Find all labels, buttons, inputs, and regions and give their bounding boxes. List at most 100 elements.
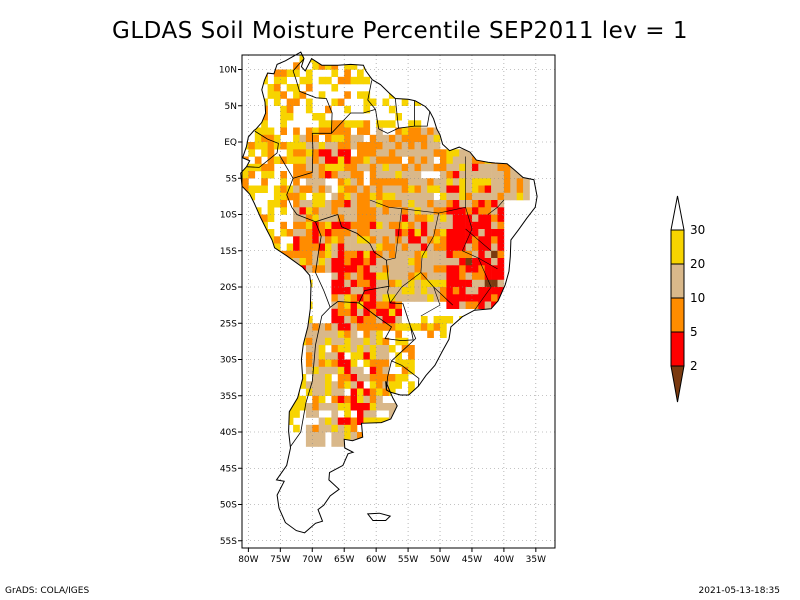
grid-cell-103 [357, 91, 364, 99]
grid-cell-285 [363, 149, 371, 157]
grid-cell-1096 [344, 308, 351, 317]
grid-cell-868 [344, 258, 351, 266]
grid-cell-215 [254, 134, 262, 143]
grid-cell-1036 [331, 294, 339, 302]
grid-cell-49 [388, 69, 396, 77]
grid-cell-271 [248, 149, 256, 157]
grid-cell-296 [433, 149, 441, 157]
grid-cell-985 [420, 279, 428, 288]
grid-cell-22 [325, 62, 332, 70]
grid-cell-1275 [305, 366, 313, 375]
grid-cell-332 [388, 156, 396, 164]
grid-cell-198 [305, 127, 313, 135]
grid-cell-25 [350, 62, 358, 70]
grid-cell-1141 [305, 323, 313, 331]
grid-cell-680 [388, 221, 396, 230]
grid-cell-343 [472, 156, 479, 164]
grid-cell-1412 [510, 403, 517, 411]
grid-cell-1541 [344, 432, 351, 440]
grid-cell-418 [440, 171, 447, 179]
grid-cell-1107 [261, 316, 268, 324]
grid-cell-560 [331, 200, 339, 208]
grid-cell-415 [401, 171, 409, 179]
grid-cell-660 [484, 214, 492, 222]
grid-cell-646 [395, 214, 402, 222]
grid-cell-1466 [337, 417, 345, 425]
grid-cell-848 [465, 250, 473, 259]
grid-cell-1483 [465, 417, 473, 425]
grid-cell-1030 [254, 294, 262, 302]
lat-label-4: 10S [220, 211, 237, 221]
grid-cell-1461 [280, 417, 287, 425]
grid-cell-786 [325, 243, 332, 251]
grid-cell-1557 [459, 432, 466, 440]
grid-cell-1287 [401, 366, 409, 375]
grid-cell-1432 [369, 410, 377, 418]
grid-cell-55 [242, 76, 249, 85]
grid-cell-618 [459, 207, 466, 215]
grid-cell-317 [293, 156, 300, 164]
grid-cell-1393 [369, 403, 377, 411]
grid-cell-961 [484, 272, 492, 280]
grid-cell-876 [395, 258, 402, 266]
border-line-3 [246, 130, 279, 168]
grid-cell-1008 [363, 287, 371, 295]
grid-cell-1298 [357, 374, 364, 382]
grid-cell-490 [395, 185, 402, 193]
grid-cell-914 [395, 265, 402, 273]
grid-cell-1219 [261, 345, 268, 353]
grid-cell-1317 [369, 381, 377, 389]
grid-cell-723 [414, 229, 422, 237]
grid-cell-1542 [350, 432, 358, 440]
grid-cell-1318 [376, 381, 383, 389]
grid-cell-1099 [363, 308, 371, 317]
grid-cell-1589 [440, 439, 447, 447]
grid-cell-460 [478, 178, 485, 186]
grid-cell-818 [273, 250, 281, 259]
grid-cell-1599 [510, 439, 517, 447]
grid-cell-1225 [344, 345, 351, 353]
grid-cell-1469 [357, 417, 364, 425]
grid-cell-142 [388, 105, 396, 114]
grid-cell-164 [523, 113, 530, 121]
grid-cell-1463 [318, 417, 326, 425]
grid-cell-12 [452, 55, 460, 63]
grid-cell-1271 [401, 359, 409, 367]
grid-cell-1357 [369, 395, 377, 404]
grid-cell-1464 [325, 417, 332, 425]
grid-cell-290 [395, 149, 402, 157]
grid-cell-681 [395, 221, 402, 230]
grid-cell-1360 [414, 395, 422, 404]
grid-cell-769 [465, 236, 473, 244]
grid-cell-636 [331, 214, 339, 222]
grid-cell-955 [446, 272, 454, 280]
grid-cell-1460 [273, 417, 281, 425]
grid-cell-320 [312, 156, 319, 164]
grid-cell-1061 [491, 294, 498, 302]
grid-cell-1267 [369, 359, 377, 367]
grid-cell-969 [299, 279, 307, 288]
grid-cell-1261 [325, 359, 332, 367]
grid-cell-185 [446, 120, 454, 128]
grid-cell-1121 [388, 316, 396, 324]
grid-cell-85 [305, 84, 313, 92]
grid-cell-920 [433, 265, 441, 273]
grid-cell-131 [484, 98, 492, 106]
grid-cell-872 [369, 258, 377, 266]
grid-cell-1405 [452, 403, 460, 411]
grid-cell-1024 [465, 287, 473, 295]
grid-cell-248 [293, 142, 300, 150]
grid-cell-1586 [414, 439, 422, 447]
grid-cell-1303 [388, 374, 396, 382]
grid-cell-604 [369, 207, 377, 215]
border-line-4 [278, 154, 294, 179]
grid-cell-1234 [408, 345, 415, 353]
grid-cell-587 [242, 207, 249, 215]
grid-cell-438 [318, 178, 326, 186]
grid-cell-9 [420, 55, 428, 63]
grid-cell-1590 [452, 439, 460, 447]
grid-cell-467 [523, 178, 530, 186]
grid-cell-487 [376, 185, 383, 193]
grid-cell-106 [408, 91, 415, 99]
map-title: GLDAS Soil Moisture Percentile SEP2011 l… [112, 18, 688, 44]
